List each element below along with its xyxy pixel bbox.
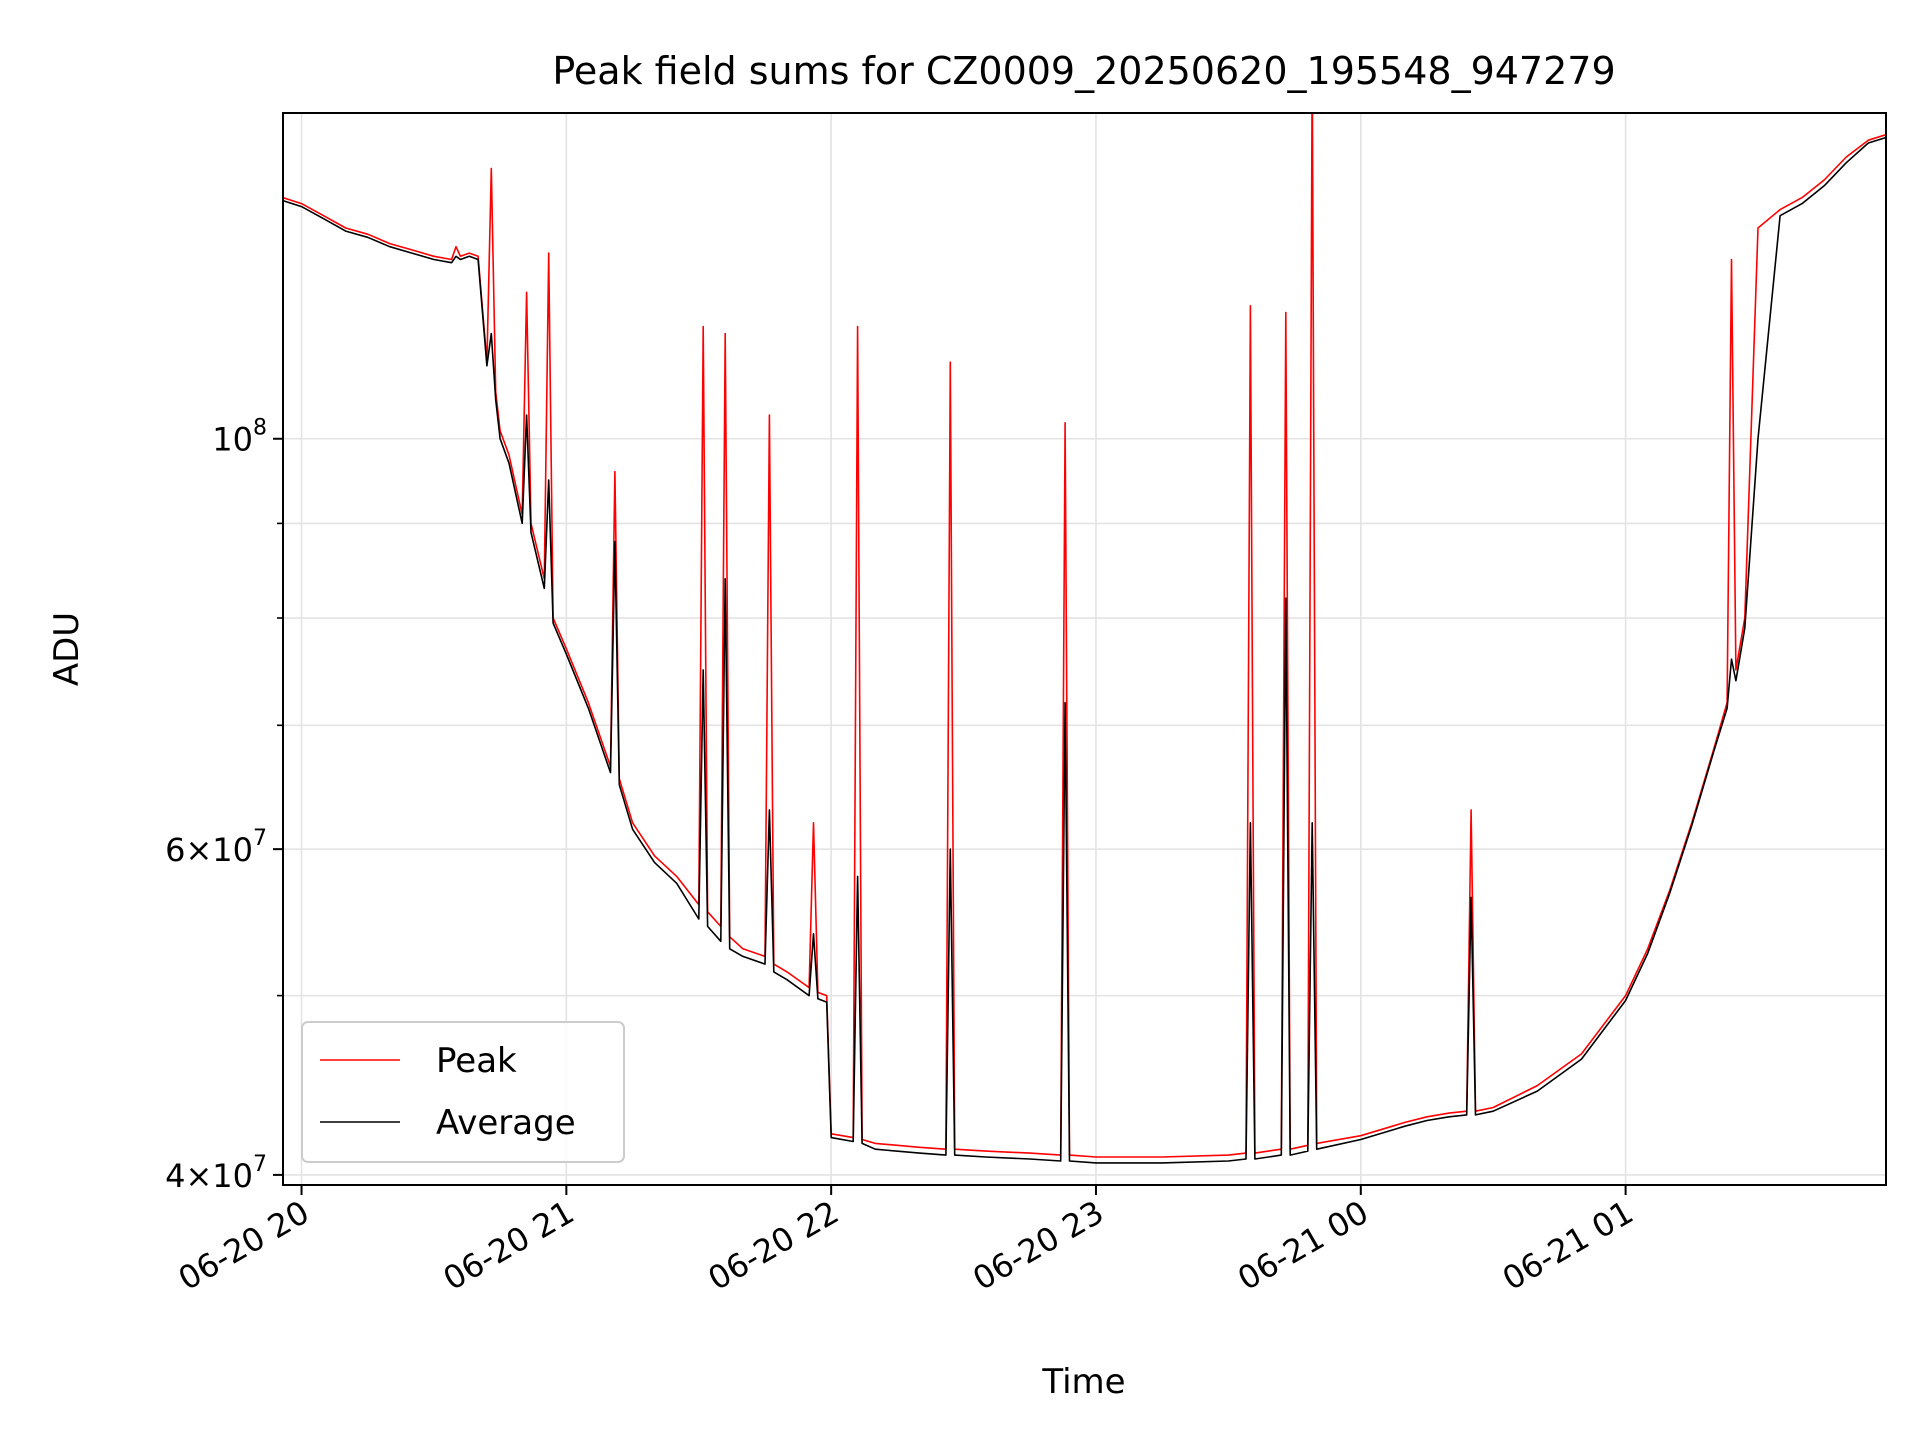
x-axis: 06-20 20 06-20 21 06-20 22 06-20 23 06-21 00… — [172, 1185, 1640, 1298]
y-tick-label-1: 6×107 — [165, 826, 267, 869]
legend-label-average: Average — [436, 1103, 576, 1143]
y-axis: 4×107 6×107 108 — [165, 416, 283, 1195]
x-tick-label-4: 06-21 00 — [1231, 1193, 1375, 1298]
x-tick-label-3: 06-20 23 — [966, 1193, 1110, 1298]
y-tick-label-0: 4×107 — [165, 1152, 267, 1195]
legend: Peak Average — [301, 1021, 625, 1163]
series-line-average — [283, 136, 1886, 1164]
y-tick-label-2: 108 — [212, 416, 267, 459]
x-tick-label-2: 06-20 22 — [702, 1193, 846, 1298]
chart-title: Peak field sums for CZ0009_20250620_1955… — [552, 49, 1615, 93]
x-tick-label-1: 06-20 21 — [437, 1193, 581, 1298]
y-axis-label: ADU — [47, 612, 87, 686]
legend-label-peak: Peak — [436, 1041, 517, 1081]
x-axis-label: Time — [1041, 1362, 1125, 1402]
plot-area-frame — [282, 112, 1887, 1186]
series-line-peak — [283, 113, 1886, 1158]
x-tick-label-5: 06-21 01 — [1496, 1193, 1640, 1298]
legend-box — [301, 1021, 625, 1163]
grid — [283, 113, 1886, 1185]
series-layer — [283, 113, 1886, 1164]
x-tick-label-0: 06-20 20 — [172, 1193, 316, 1298]
